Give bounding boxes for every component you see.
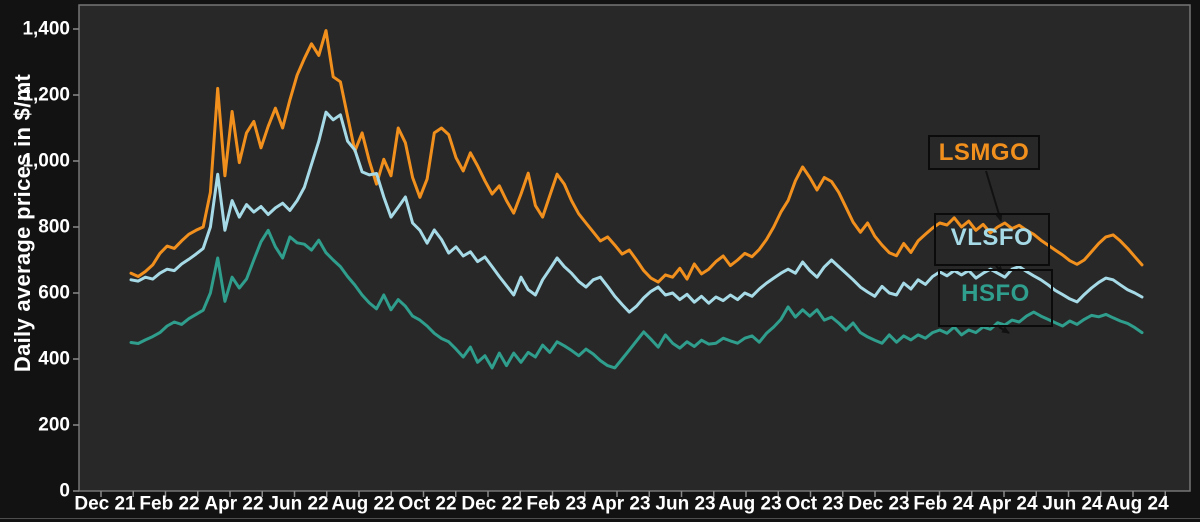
x-tick-label: Oct 23 xyxy=(785,494,843,515)
x-tick-label: Oct 22 xyxy=(398,494,456,515)
legend-hsfo: HSFO xyxy=(938,269,1053,327)
bottom-rule xyxy=(0,518,1200,519)
y-axis: 0 200 400 600 800 1,000 1,200 1,400 xyxy=(22,19,79,502)
x-tick-label: Jun 23 xyxy=(655,494,715,515)
x-tick-label: Dec 21 xyxy=(74,494,136,515)
y-tick-label: 600 xyxy=(38,283,70,304)
x-tick-label: Aug 23 xyxy=(718,494,781,515)
x-axis: Dec 21 Feb 22 Apr 22 Jun 22 Aug 22 Oct 22 Dec … xyxy=(74,491,1169,515)
legend-lsmgo: LSMGO xyxy=(928,135,1040,170)
hsfo-arrow xyxy=(998,326,1010,334)
plot-panel xyxy=(78,4,1191,492)
x-tick-label: Apr 22 xyxy=(204,494,263,515)
series-lines xyxy=(129,29,1144,370)
x-tick-label: Dec 22 xyxy=(461,494,522,515)
x-tick-label: Feb 23 xyxy=(526,494,586,515)
y-tick-label: 200 xyxy=(38,415,70,436)
x-tick-label: Dec 23 xyxy=(848,494,909,515)
y-axis-title: Daily average prices in $/mt xyxy=(10,73,35,373)
vlsfo-line xyxy=(129,110,1144,314)
x-tick-label: Apr 24 xyxy=(978,494,1038,515)
x-tick-label: Feb 24 xyxy=(913,494,974,515)
x-tick-label: Aug 22 xyxy=(331,494,394,515)
x-tick-label: Jun 22 xyxy=(268,494,328,515)
lsmgo-arrow xyxy=(985,170,1003,222)
legend-vlsfo: VLSFO xyxy=(934,213,1050,266)
lsmgo-line xyxy=(129,29,1144,284)
y-tick-label: 1,400 xyxy=(22,19,70,40)
hsfo-line xyxy=(129,228,1144,370)
y-tick-label: 800 xyxy=(38,217,70,238)
x-tick-label: Aug 24 xyxy=(1105,494,1169,515)
y-tick-label: 1,000 xyxy=(22,151,70,172)
x-tick-label: Apr 23 xyxy=(591,494,650,515)
x-tick-label: Feb 22 xyxy=(139,494,199,515)
x-tick-label: Jun 24 xyxy=(1042,494,1103,515)
y-tick-label: 0 xyxy=(59,481,70,502)
y-tick-label: 1,200 xyxy=(22,85,70,106)
y-tick-label: 400 xyxy=(38,349,70,370)
